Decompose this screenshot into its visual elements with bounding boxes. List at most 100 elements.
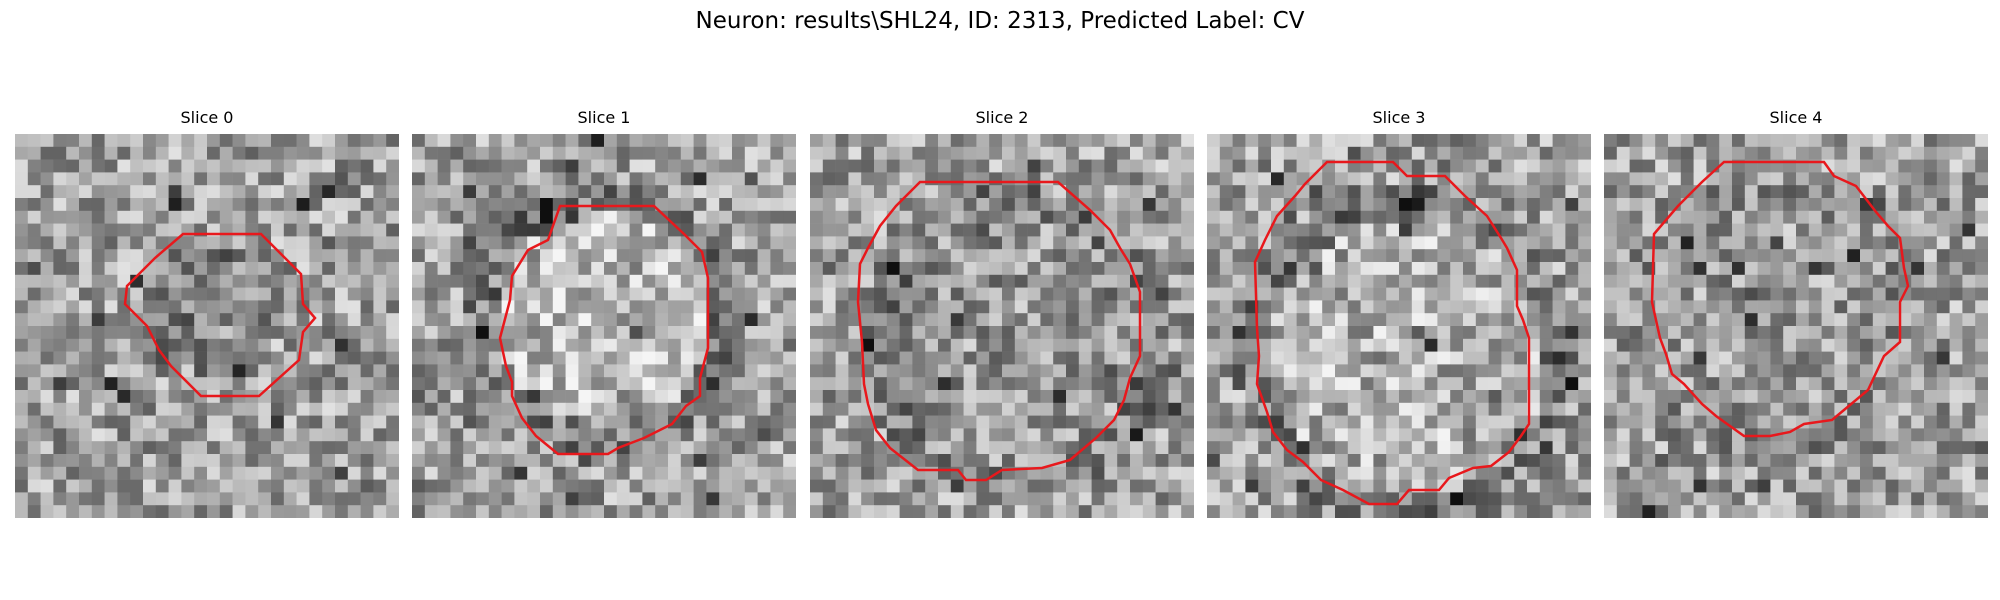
pixel (1155, 492, 1169, 506)
pixel (719, 159, 733, 173)
pixel (219, 326, 233, 340)
pixel (1078, 210, 1092, 224)
pixel (1975, 300, 1988, 314)
pixel (1616, 479, 1630, 493)
pixel (360, 300, 374, 314)
pixel (578, 172, 592, 186)
pixel (1668, 210, 1682, 224)
pixel (1117, 351, 1131, 365)
pixel (925, 479, 939, 493)
pixel (258, 479, 272, 493)
pixel (501, 134, 515, 148)
pixel (1475, 134, 1489, 148)
pixel (848, 364, 862, 378)
pixel (91, 466, 105, 480)
pixel (1322, 326, 1336, 340)
pixel (1757, 441, 1771, 455)
pixel (1347, 402, 1361, 416)
pixel (578, 454, 592, 468)
pixel (1219, 351, 1233, 365)
pixel (565, 236, 579, 250)
pixel (835, 326, 849, 340)
pixel (1719, 402, 1733, 416)
pixel (104, 185, 118, 199)
pixel (53, 402, 67, 416)
pixel (565, 326, 579, 340)
pixel (232, 466, 246, 480)
pixel (899, 364, 913, 378)
pixel (1245, 236, 1259, 250)
pixel (1962, 287, 1976, 301)
pixel (719, 415, 733, 429)
pixel (501, 172, 515, 186)
pixel (1002, 249, 1016, 263)
pixel (1616, 236, 1630, 250)
pixel (1744, 146, 1758, 160)
pixel (1155, 236, 1169, 250)
pixel (501, 441, 515, 455)
pixel (1040, 185, 1054, 199)
pixel (1155, 249, 1169, 263)
pixel (1924, 210, 1938, 224)
pixel (1642, 454, 1656, 468)
pixel (1808, 262, 1822, 276)
pixel (1898, 428, 1912, 442)
pixel (194, 198, 208, 212)
pixel (963, 441, 977, 455)
pixel (1488, 236, 1502, 250)
pixel (1181, 441, 1194, 455)
pixel (1847, 441, 1861, 455)
pixel (938, 249, 952, 263)
pixel (1386, 454, 1400, 468)
pixel (938, 390, 952, 404)
pixel (245, 415, 259, 429)
pixel (1796, 441, 1810, 455)
pixel (1872, 159, 1886, 173)
pixel (27, 402, 41, 416)
slice-title-3: Slice 3 (1372, 108, 1426, 127)
pixel (989, 505, 1003, 518)
pixel (1322, 377, 1336, 391)
pixel (476, 466, 490, 480)
pixel (1911, 402, 1925, 416)
pixel (296, 364, 310, 378)
pixel (925, 351, 939, 365)
pixel (155, 402, 169, 416)
pixel (886, 146, 900, 160)
pixel (822, 236, 836, 250)
pixel (1117, 236, 1131, 250)
pixel (104, 159, 118, 173)
pixel (1847, 287, 1861, 301)
pixel (899, 402, 913, 416)
pixel (1450, 377, 1464, 391)
pixel (1258, 441, 1272, 455)
pixel (207, 159, 221, 173)
pixel (1885, 428, 1899, 442)
pixel (1514, 146, 1528, 160)
pixel (744, 236, 758, 250)
pixel (1014, 415, 1028, 429)
pixel (450, 377, 464, 391)
pixel (938, 364, 952, 378)
pixel (104, 287, 118, 301)
pixel (1283, 326, 1297, 340)
pixel (540, 146, 554, 160)
pixel (143, 377, 157, 391)
pixel (258, 198, 272, 212)
pixel (335, 185, 349, 199)
pixel (1514, 415, 1528, 429)
pixel (1424, 390, 1438, 404)
pixel (822, 492, 836, 506)
pixel (1872, 505, 1886, 518)
pixel (591, 326, 605, 340)
pixel (1796, 223, 1810, 237)
pixel (1424, 249, 1438, 263)
pixel (232, 236, 246, 250)
pixel (1629, 236, 1643, 250)
pixel (732, 185, 746, 199)
pixel (886, 390, 900, 404)
pixel (232, 274, 246, 288)
pixel (450, 146, 464, 160)
pixel (1373, 338, 1387, 352)
pixel (1604, 313, 1618, 327)
